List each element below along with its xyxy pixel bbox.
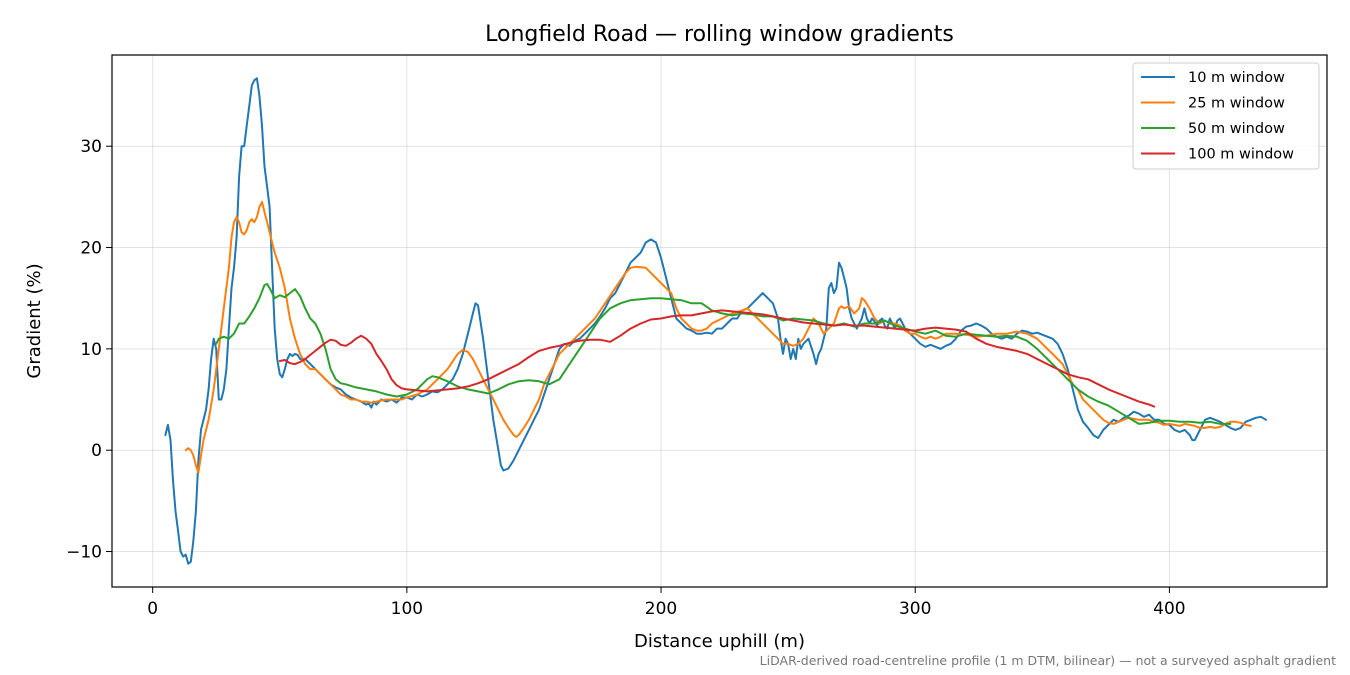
legend-entry: 25 m window <box>1188 96 1285 112</box>
x-tick-label: 300 <box>899 599 931 619</box>
x-axis: 0 100 200 300 400 <box>147 587 1186 619</box>
y-tick-label: 0 <box>91 441 102 461</box>
y-tick-label: 30 <box>80 137 102 157</box>
legend-entry: 50 m window <box>1188 121 1285 137</box>
series-line-2 <box>184 200 1252 474</box>
series-line-3 <box>215 283 1232 425</box>
x-tick-label: 200 <box>645 599 677 619</box>
x-gridlines <box>152 55 1170 587</box>
x-tick-label: 100 <box>391 599 423 619</box>
plot-frame <box>111 54 1328 588</box>
legend-entry: 100 m window <box>1188 147 1294 163</box>
series-line-4 <box>278 309 1156 408</box>
y-axis-label: Gradient (%) <box>24 263 45 378</box>
series-line-1 <box>164 77 1267 565</box>
legend: 10 m window 25 m window 50 m window 100 m w… <box>1132 62 1320 170</box>
legend-box <box>1132 62 1320 170</box>
y-tick-label: 20 <box>80 239 102 259</box>
legend-entry: 10 m window <box>1188 70 1285 86</box>
series-layer <box>164 77 1267 565</box>
x-tick-label: 0 <box>147 599 158 619</box>
y-axis: −10 0 10 20 30 <box>66 137 112 563</box>
x-axis-label: Distance uphill (m) <box>634 631 805 652</box>
chart-title: Longfield Road — rolling window gradient… <box>485 22 954 47</box>
footnote: LiDAR-derived road-centreline profile (1… <box>760 653 1336 668</box>
y-gridlines <box>112 145 1327 553</box>
y-tick-label: −10 <box>66 543 102 563</box>
y-tick-label: 10 <box>80 340 102 360</box>
x-tick-label: 400 <box>1153 599 1185 619</box>
